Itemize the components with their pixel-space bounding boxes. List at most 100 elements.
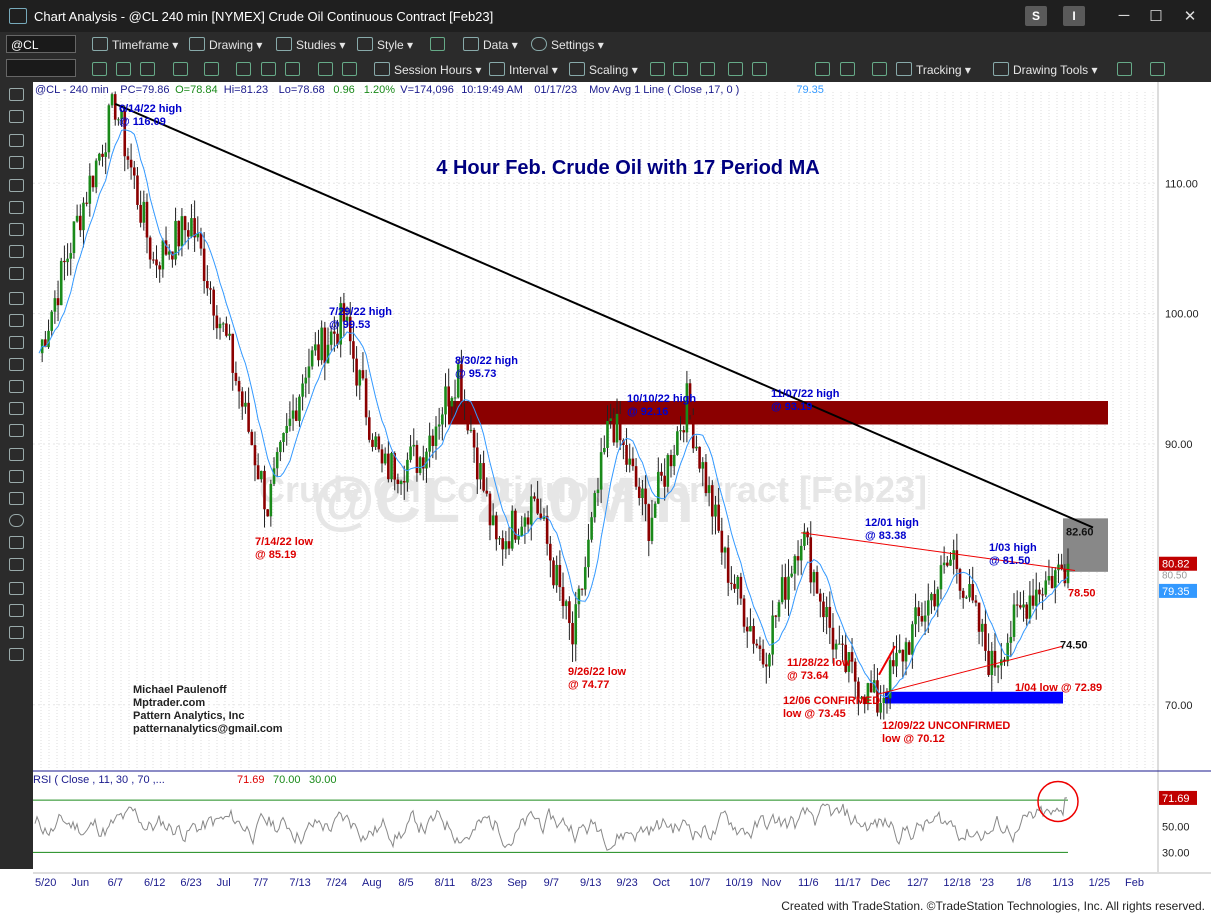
layout-icon[interactable] bbox=[430, 37, 445, 51]
drawing-menu[interactable]: Drawing ▾ bbox=[189, 37, 262, 52]
tracking-menu[interactable]: Tracking ▾ bbox=[896, 62, 971, 77]
candle-icon[interactable] bbox=[673, 62, 688, 76]
magnet-icon[interactable] bbox=[9, 648, 24, 661]
eraser-icon[interactable] bbox=[9, 582, 24, 595]
candle-body bbox=[615, 413, 619, 443]
box-icon[interactable] bbox=[342, 62, 357, 76]
candle-body bbox=[529, 496, 533, 525]
drawing-tools-menu[interactable]: Drawing Tools ▾ bbox=[993, 62, 1098, 77]
zoom-icon[interactable] bbox=[92, 62, 107, 76]
rectangle-icon[interactable] bbox=[9, 536, 24, 549]
candle-body bbox=[479, 463, 482, 480]
grid-view-icon[interactable] bbox=[872, 62, 887, 76]
arc-icon[interactable] bbox=[9, 448, 24, 461]
maximize-button[interactable]: ☐ bbox=[1149, 8, 1163, 25]
link-icon[interactable] bbox=[116, 62, 131, 76]
data-menu[interactable]: Data ▾ bbox=[463, 37, 518, 52]
candle-body bbox=[695, 446, 698, 449]
pointer-icon[interactable] bbox=[9, 88, 24, 101]
minimize-button[interactable]: ─ bbox=[1118, 7, 1130, 24]
candle-body bbox=[771, 615, 774, 655]
candle-body bbox=[113, 94, 117, 120]
ray-icon[interactable] bbox=[9, 201, 24, 214]
arrow-up-icon[interactable] bbox=[9, 470, 24, 483]
candle-body bbox=[1053, 570, 1057, 589]
interval-menu[interactable]: Interval ▾ bbox=[489, 62, 558, 77]
session-hours-menu[interactable]: Session Hours ▾ bbox=[374, 62, 481, 77]
bar-type-icon[interactable] bbox=[650, 62, 665, 76]
ellipse-icon[interactable] bbox=[9, 514, 24, 527]
rsi-header: 71.69 bbox=[237, 774, 265, 786]
candle-body bbox=[472, 429, 476, 448]
i-button[interactable]: I bbox=[1063, 6, 1085, 26]
s-button[interactable]: S bbox=[1025, 6, 1047, 26]
candle-body bbox=[561, 587, 565, 607]
settings-menu[interactable]: Settings ▾ bbox=[531, 37, 604, 52]
arrow-down-icon[interactable] bbox=[9, 492, 24, 505]
fibonacci-icon[interactable] bbox=[9, 292, 24, 305]
close-button[interactable]: ✕ bbox=[1183, 8, 1197, 25]
candle-body bbox=[590, 517, 593, 540]
timeframe-menu[interactable]: Timeframe ▾ bbox=[92, 37, 178, 52]
candle-body bbox=[599, 452, 603, 490]
style-menu[interactable]: Style ▾ bbox=[357, 37, 413, 52]
zoom-out-icon[interactable] bbox=[840, 62, 855, 76]
candle-body bbox=[456, 364, 460, 398]
symbol-input[interactable]: @CL bbox=[6, 35, 76, 53]
pitchfork-icon[interactable] bbox=[9, 267, 24, 280]
candle-body bbox=[628, 458, 632, 465]
resistance-trendline bbox=[801, 532, 1076, 572]
trendline-icon[interactable] bbox=[9, 134, 24, 147]
text-icon[interactable] bbox=[9, 558, 24, 571]
cloud-icon[interactable] bbox=[1150, 62, 1165, 76]
status-field: 10:19:49 AM bbox=[461, 84, 523, 96]
candle-body bbox=[933, 593, 936, 607]
speed-line-icon[interactable] bbox=[9, 380, 24, 393]
vertical-line-icon[interactable] bbox=[9, 179, 24, 192]
candle-body bbox=[85, 202, 88, 204]
grid-icon[interactable] bbox=[261, 62, 276, 76]
candle-body bbox=[161, 240, 165, 270]
candle-body bbox=[796, 556, 800, 561]
channel-icon[interactable] bbox=[9, 336, 24, 349]
gann-icon[interactable] bbox=[9, 358, 24, 371]
line-type-icon[interactable] bbox=[700, 62, 715, 76]
candle-body bbox=[142, 201, 146, 223]
fib-extension-icon[interactable] bbox=[9, 314, 24, 327]
candle-body bbox=[234, 372, 238, 382]
scaling-menu[interactable]: Scaling ▾ bbox=[569, 62, 638, 77]
bubble-icon[interactable] bbox=[236, 62, 251, 76]
candle-body bbox=[517, 535, 520, 540]
export-icon[interactable] bbox=[1117, 62, 1132, 76]
horizontal-line-icon[interactable] bbox=[9, 156, 24, 169]
candle-body bbox=[920, 616, 924, 622]
cycle-icon[interactable] bbox=[9, 424, 24, 437]
candle-body bbox=[780, 577, 784, 603]
dots-icon[interactable] bbox=[318, 62, 333, 76]
candle-body bbox=[450, 397, 454, 407]
candle-body bbox=[148, 237, 152, 260]
delete-icon[interactable] bbox=[9, 604, 24, 617]
candle-body bbox=[533, 496, 536, 499]
hide-icon[interactable] bbox=[9, 626, 24, 639]
support-trendline bbox=[877, 645, 1064, 695]
hlc-icon[interactable] bbox=[752, 62, 767, 76]
window-icon[interactable] bbox=[173, 62, 188, 76]
measure-icon[interactable] bbox=[9, 223, 24, 236]
crosshair-icon[interactable] bbox=[9, 110, 24, 123]
drawing-toolbar bbox=[0, 82, 33, 869]
time-tick-label: Sep bbox=[507, 877, 527, 889]
candle-body bbox=[564, 601, 568, 607]
zoom-in-icon[interactable] bbox=[815, 62, 830, 76]
refresh-icon[interactable] bbox=[204, 62, 219, 76]
ruler-icon[interactable] bbox=[9, 245, 24, 258]
studies-menu[interactable]: Studies ▾ bbox=[276, 37, 345, 52]
candle-body bbox=[348, 316, 352, 342]
interval-select[interactable] bbox=[6, 59, 76, 77]
target-icon[interactable] bbox=[285, 62, 300, 76]
regression-icon[interactable] bbox=[9, 402, 24, 415]
ohlc-icon[interactable] bbox=[728, 62, 743, 76]
calendar-icon[interactable] bbox=[140, 62, 155, 76]
candle-body bbox=[307, 366, 311, 378]
